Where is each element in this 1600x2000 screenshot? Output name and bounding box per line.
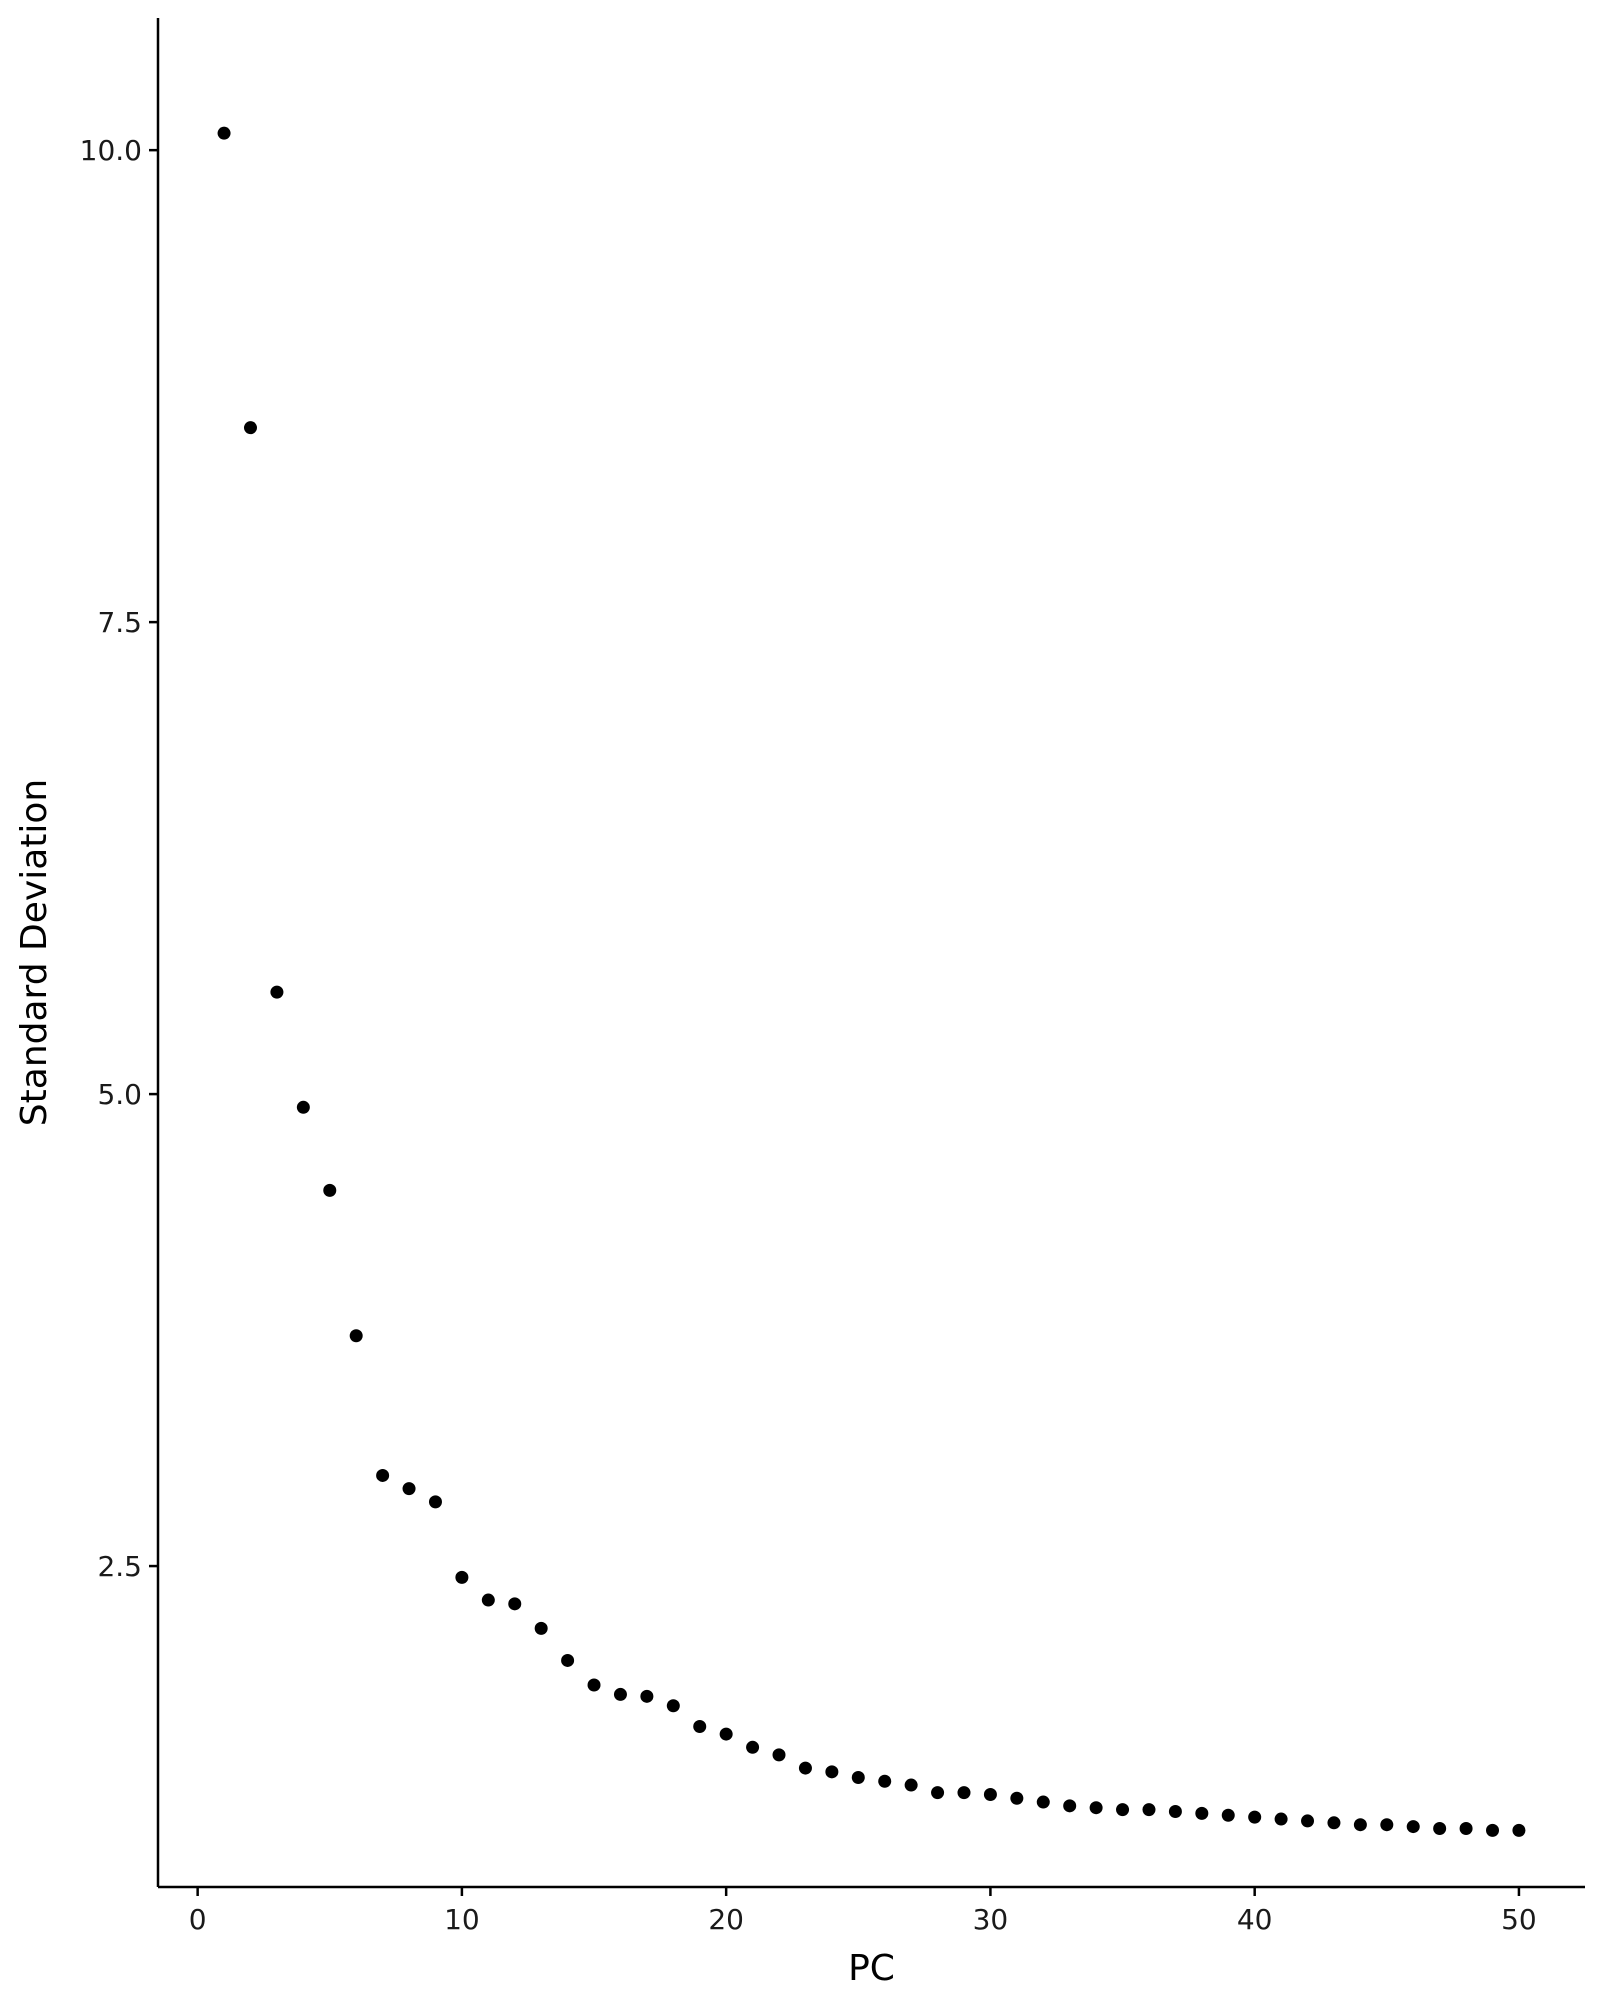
data-point <box>403 1482 416 1495</box>
data-point <box>799 1762 812 1775</box>
data-point <box>323 1184 336 1197</box>
data-point <box>429 1495 442 1508</box>
data-point <box>1354 1818 1367 1831</box>
data-point <box>746 1741 759 1754</box>
data-point <box>561 1654 574 1667</box>
y-axis-ticks: 2.5 5.0 7.5 10.0 <box>80 134 158 1583</box>
data-point <box>508 1597 521 1610</box>
data-point <box>1275 1813 1288 1826</box>
data-point <box>535 1622 548 1635</box>
data-point <box>1380 1818 1393 1831</box>
data-point <box>1090 1801 1103 1814</box>
data-point <box>667 1699 680 1712</box>
data-point <box>588 1678 601 1691</box>
data-point <box>1407 1820 1420 1833</box>
data-point <box>640 1690 653 1703</box>
data-point <box>825 1765 838 1778</box>
data-point <box>720 1728 733 1741</box>
x-tick-label: 30 <box>973 1903 1009 1936</box>
data-point <box>297 1101 310 1114</box>
data-point <box>878 1775 891 1788</box>
data-point <box>1063 1799 1076 1812</box>
data-point <box>1116 1803 1129 1816</box>
y-tick-label: 7.5 <box>97 606 142 639</box>
data-point <box>244 421 257 434</box>
data-point <box>957 1786 970 1799</box>
axes <box>158 18 1585 1887</box>
data-point <box>1327 1816 1340 1829</box>
data-point <box>984 1788 997 1801</box>
x-axis-ticks: 0 10 20 30 40 50 <box>189 1887 1537 1936</box>
data-point <box>905 1779 918 1792</box>
data-point <box>1142 1803 1155 1816</box>
data-point <box>614 1688 627 1701</box>
data-point <box>931 1786 944 1799</box>
data-point <box>1222 1809 1235 1822</box>
data-point <box>1433 1822 1446 1835</box>
data-point <box>455 1571 468 1584</box>
y-tick-label: 10.0 <box>80 134 142 167</box>
data-point <box>1010 1792 1023 1805</box>
data-point <box>852 1771 865 1784</box>
data-point <box>1037 1796 1050 1809</box>
data-point <box>218 127 231 140</box>
x-tick-label: 50 <box>1501 1903 1537 1936</box>
data-point <box>1301 1814 1314 1827</box>
x-tick-label: 20 <box>708 1903 744 1936</box>
data-points <box>218 127 1526 1837</box>
data-point <box>376 1469 389 1482</box>
data-point <box>1486 1824 1499 1837</box>
x-axis-title: PC <box>848 1948 895 1989</box>
data-point <box>1248 1811 1261 1824</box>
data-point <box>773 1748 786 1761</box>
data-point <box>1512 1824 1525 1837</box>
x-tick-label: 40 <box>1237 1903 1273 1936</box>
data-point <box>1460 1822 1473 1835</box>
data-point <box>1169 1805 1182 1818</box>
data-point <box>1195 1807 1208 1820</box>
y-axis-title: Standard Deviation <box>14 779 55 1126</box>
x-tick-label: 10 <box>444 1903 480 1936</box>
data-point <box>693 1720 706 1733</box>
x-tick-label: 0 <box>189 1903 207 1936</box>
y-tick-label: 2.5 <box>97 1550 142 1583</box>
data-point <box>270 986 283 999</box>
data-point <box>482 1594 495 1607</box>
y-tick-label: 5.0 <box>97 1078 142 1111</box>
data-point <box>350 1329 363 1342</box>
